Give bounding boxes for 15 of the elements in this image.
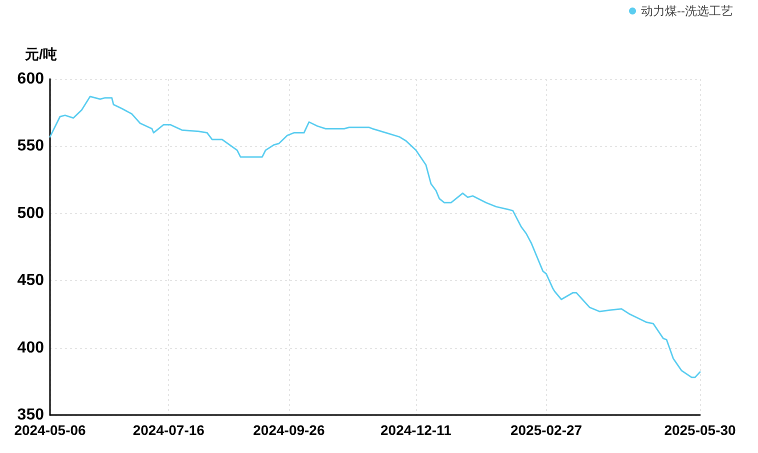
x-tick-label: 2024-12-11 <box>380 422 452 438</box>
y-tick-label: 550 <box>17 138 44 155</box>
x-tick-label: 2025-02-27 <box>510 422 582 438</box>
line-series <box>49 96 701 378</box>
x-tick-label: 2024-09-26 <box>253 422 325 438</box>
x-tick-label: 2025-05-30 <box>664 422 736 438</box>
y-tick-label: 450 <box>17 272 44 290</box>
y-tick-label: 600 <box>17 70 44 88</box>
x-tick-label: 2024-05-06 <box>14 422 86 438</box>
y-tick-label: 350 <box>17 406 44 424</box>
y-axis-title: 元/吨 <box>24 46 57 62</box>
y-tick-label: 500 <box>17 204 44 222</box>
y-tick-label: 400 <box>17 339 44 356</box>
x-tick-label: 2024-07-16 <box>132 422 205 438</box>
legend-label: 动力煤--洗选工艺 <box>641 4 734 18</box>
